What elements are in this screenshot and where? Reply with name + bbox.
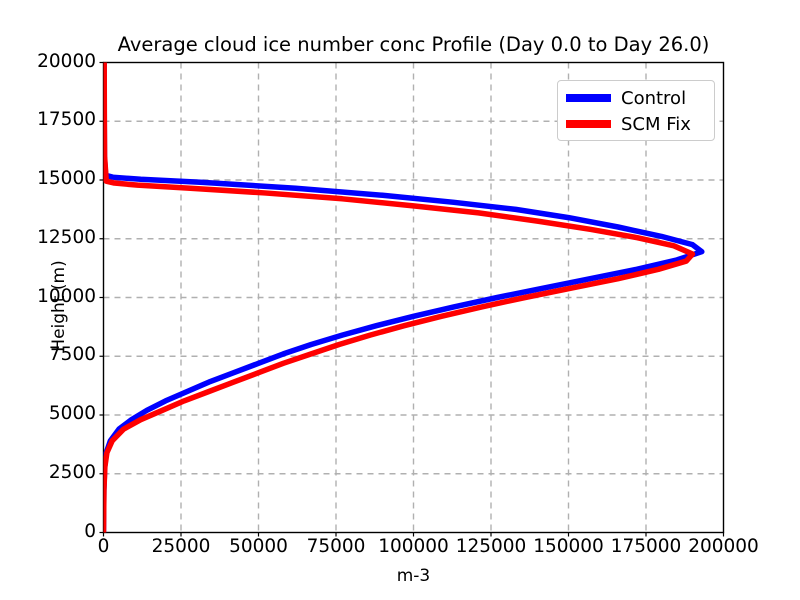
x-tick-label: 150000 — [533, 536, 604, 557]
legend-item-scm-fix: SCM Fix — [566, 112, 691, 136]
x-tick-label: 175000 — [610, 536, 682, 557]
x-axis-label: m-3 — [396, 566, 431, 586]
x-tick-label: 50000 — [229, 536, 288, 557]
legend-label-control: Control — [621, 87, 687, 109]
y-tick-label: 12500 — [37, 226, 96, 248]
plot-frame — [102, 61, 725, 534]
x-tick-label: 75000 — [306, 536, 366, 557]
data-series — [103, 62, 705, 533]
y-tick-label: 2500 — [48, 461, 96, 483]
x-tick-label: 0 — [97, 536, 110, 557]
series-line-control — [103, 62, 705, 533]
legend-swatch-control — [566, 94, 611, 102]
x-tick-label: 100000 — [378, 536, 449, 557]
x-tick-label: 200000 — [688, 536, 759, 557]
y-tick-label: 15000 — [37, 168, 96, 189]
legend-label-scm-fix: SCM Fix — [621, 113, 691, 135]
y-tick-label: 0 — [84, 520, 96, 542]
chart-title: Average cloud ice number conc Profile (D… — [117, 33, 710, 56]
legend-item-control: Control — [566, 86, 686, 110]
y-tick-label: 10000 — [37, 285, 96, 307]
legend-swatch-scm-fix — [566, 120, 611, 128]
x-tick-label: 25000 — [151, 536, 211, 557]
y-tick-label: 20000 — [37, 50, 96, 72]
y-tick-label: 7500 — [48, 344, 96, 366]
y-tick-label: 17500 — [37, 109, 96, 131]
series-line-scm-fix — [103, 62, 696, 533]
chart-legend: Control SCM Fix — [557, 80, 715, 141]
x-tick-label: 125000 — [455, 536, 527, 557]
y-tick-label: 5000 — [48, 403, 96, 424]
